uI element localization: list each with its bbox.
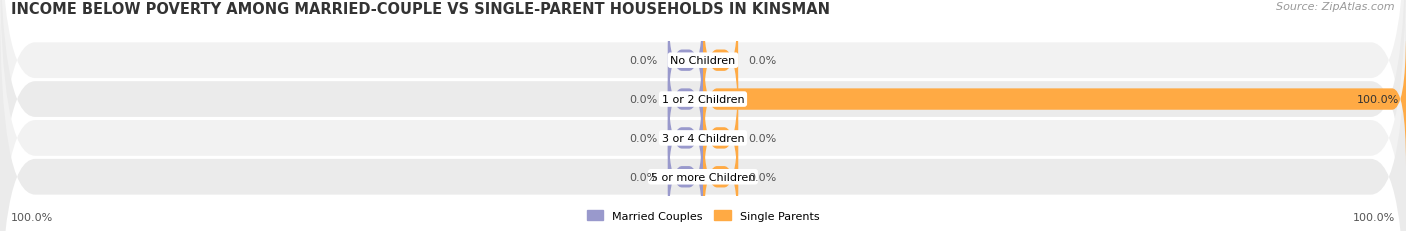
Text: INCOME BELOW POVERTY AMONG MARRIED-COUPLE VS SINGLE-PARENT HOUSEHOLDS IN KINSMAN: INCOME BELOW POVERTY AMONG MARRIED-COUPL…: [11, 2, 831, 17]
FancyBboxPatch shape: [668, 33, 703, 166]
FancyBboxPatch shape: [703, 0, 738, 128]
Text: 0.0%: 0.0%: [749, 133, 778, 143]
FancyBboxPatch shape: [668, 110, 703, 231]
Text: 3 or 4 Children: 3 or 4 Children: [662, 133, 744, 143]
Text: 0.0%: 0.0%: [749, 172, 778, 182]
Text: 0.0%: 0.0%: [749, 56, 778, 66]
Text: 0.0%: 0.0%: [628, 95, 657, 105]
FancyBboxPatch shape: [668, 72, 703, 205]
Text: 100.0%: 100.0%: [11, 212, 53, 222]
Text: 0.0%: 0.0%: [628, 172, 657, 182]
FancyBboxPatch shape: [668, 0, 703, 128]
Text: 0.0%: 0.0%: [628, 133, 657, 143]
Text: Source: ZipAtlas.com: Source: ZipAtlas.com: [1277, 2, 1395, 12]
Text: 5 or more Children: 5 or more Children: [651, 172, 755, 182]
FancyBboxPatch shape: [703, 110, 738, 231]
Text: 100.0%: 100.0%: [1353, 212, 1395, 222]
Text: No Children: No Children: [671, 56, 735, 66]
Text: 1 or 2 Children: 1 or 2 Children: [662, 95, 744, 105]
Legend: Married Couples, Single Parents: Married Couples, Single Parents: [582, 206, 824, 225]
Text: 0.0%: 0.0%: [628, 56, 657, 66]
Text: 100.0%: 100.0%: [1357, 95, 1399, 105]
FancyBboxPatch shape: [703, 33, 1406, 166]
FancyBboxPatch shape: [703, 72, 738, 205]
